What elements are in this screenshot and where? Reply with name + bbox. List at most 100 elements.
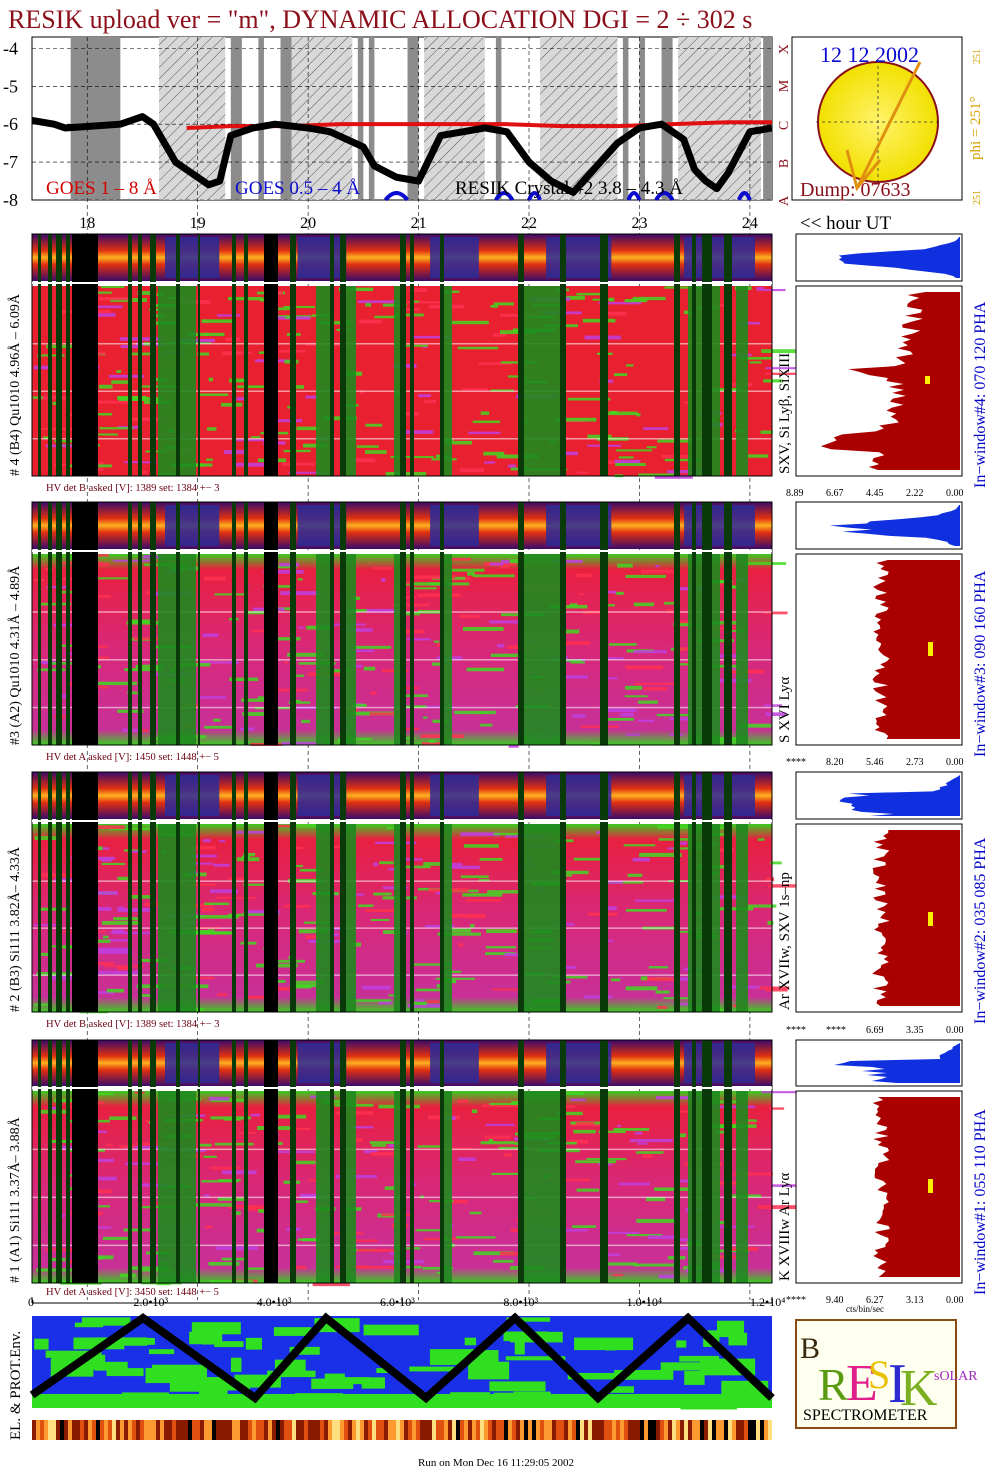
spectrogram-streak <box>761 1091 799 1094</box>
particle-cell <box>172 1420 176 1440</box>
particle-cell <box>128 1420 132 1440</box>
particle-cell <box>104 1420 108 1440</box>
spectrogram-streak <box>404 344 428 347</box>
spectrogram-streak <box>386 827 401 830</box>
particle-cell <box>516 1420 520 1440</box>
particle-cell <box>720 1420 724 1440</box>
green-column <box>316 824 330 1012</box>
gap-column <box>330 1040 334 1283</box>
particle-cell <box>236 1420 240 1440</box>
particle-cell <box>120 1420 124 1440</box>
green-column <box>520 554 560 745</box>
particle-cell <box>636 1420 640 1440</box>
green-column <box>346 1091 356 1283</box>
particle-cell <box>428 1420 432 1440</box>
particle-cell <box>396 1420 400 1440</box>
spectrogram-streak <box>765 372 804 375</box>
env-patch <box>468 1361 510 1380</box>
gap-column <box>48 502 52 745</box>
channel-left-label: #3 (A2) Qu1010 4.31Å – 4.89Å <box>7 565 23 745</box>
spectrogram-streak <box>579 593 584 596</box>
spectrogram-streak <box>36 1268 76 1272</box>
spectrogram-streak <box>744 562 787 565</box>
channel-line-label: Ar XVIIw, SXV 1s–np <box>777 872 793 1010</box>
particle-cell <box>616 1420 620 1440</box>
env-patch <box>335 1378 368 1385</box>
spectrogram-streak <box>648 1235 679 1239</box>
spectrogram-streak <box>471 1109 478 1114</box>
particle-cell <box>440 1420 444 1440</box>
spectrogram-streak <box>551 870 589 875</box>
spectrogram-streak <box>305 935 319 939</box>
spectrogram-streak <box>409 288 427 292</box>
particle-cell <box>572 1420 576 1440</box>
spectrogram-streak <box>213 863 230 867</box>
spectrogram-streak <box>222 1170 257 1175</box>
spectrogram-streak <box>711 1105 756 1109</box>
spectrogram-streak <box>483 451 505 456</box>
spectrogram-streak <box>394 313 424 317</box>
spectrogram-streak <box>194 914 239 919</box>
spectrogram-streak <box>96 1255 114 1260</box>
spectrogram-streak <box>761 349 803 354</box>
goes-short-segment <box>626 191 642 201</box>
spectrogram-streak <box>208 1261 240 1266</box>
spectrogram-streak <box>500 559 510 564</box>
panel-frame <box>31 501 773 746</box>
particle-cell <box>208 1420 212 1440</box>
particle-cell <box>52 1420 56 1440</box>
spectrogram-streak <box>571 1225 596 1229</box>
spectrogram-streak <box>739 321 760 325</box>
particle-cell <box>464 1420 468 1440</box>
spectrogram-streak <box>656 713 690 717</box>
strip-night-block <box>430 1043 479 1083</box>
particle-cell <box>260 1420 264 1440</box>
spectrogram-streak <box>243 883 273 886</box>
spectrogram-streak <box>299 868 322 872</box>
spectrogram-streak <box>451 928 472 933</box>
gap-column <box>290 234 296 476</box>
particle-cell <box>756 1420 760 1440</box>
class-letter: B <box>777 159 792 168</box>
green-column <box>158 286 176 476</box>
spectrogram-streak <box>457 1099 469 1104</box>
spectrogram-streak <box>410 300 420 303</box>
gap-column <box>440 772 444 1012</box>
in-window-label: In−window#4: 070 120 PHA <box>972 301 989 488</box>
particle-cell <box>160 1420 164 1440</box>
gap-column <box>400 234 406 476</box>
spectrogram-streak <box>576 471 589 474</box>
spectrogram-streak <box>293 699 301 703</box>
spectrogram-streak <box>258 696 269 699</box>
spectrogram-streak <box>418 394 431 398</box>
spectrogram-streak <box>295 1200 308 1204</box>
spectrogram-streak <box>263 569 304 574</box>
environment-panel <box>29 1312 775 1440</box>
gap-column <box>702 1040 712 1283</box>
particle-cell <box>696 1420 700 1440</box>
particle-cell <box>628 1420 632 1440</box>
spectrogram-streak <box>704 664 740 668</box>
spectrogram-streak <box>757 838 765 841</box>
gap-column <box>66 502 70 745</box>
particle-cell <box>188 1420 192 1440</box>
spectrogram-streak <box>655 565 660 568</box>
spectrogram-streak <box>187 845 216 850</box>
data-gap-band <box>661 37 673 200</box>
gap-column <box>232 234 236 476</box>
spectrogram-streak <box>550 604 588 609</box>
spectrogram-streak <box>397 307 420 312</box>
particle-cell <box>532 1420 536 1440</box>
particle-cell <box>492 1420 496 1440</box>
spectrogram-streak <box>620 712 634 717</box>
particle-cell <box>732 1420 736 1440</box>
spectrogram-streak <box>373 862 378 866</box>
spectrogram-streak <box>281 462 315 466</box>
particle-cell <box>320 1420 324 1440</box>
spectrogram-streak <box>204 1194 210 1197</box>
spectrogram-streak <box>598 301 642 305</box>
spectrogram-streak <box>117 876 129 881</box>
env-patch <box>567 1372 624 1380</box>
spectrum-tick-label: 9.40 <box>826 1295 844 1306</box>
gap-column <box>150 502 156 745</box>
